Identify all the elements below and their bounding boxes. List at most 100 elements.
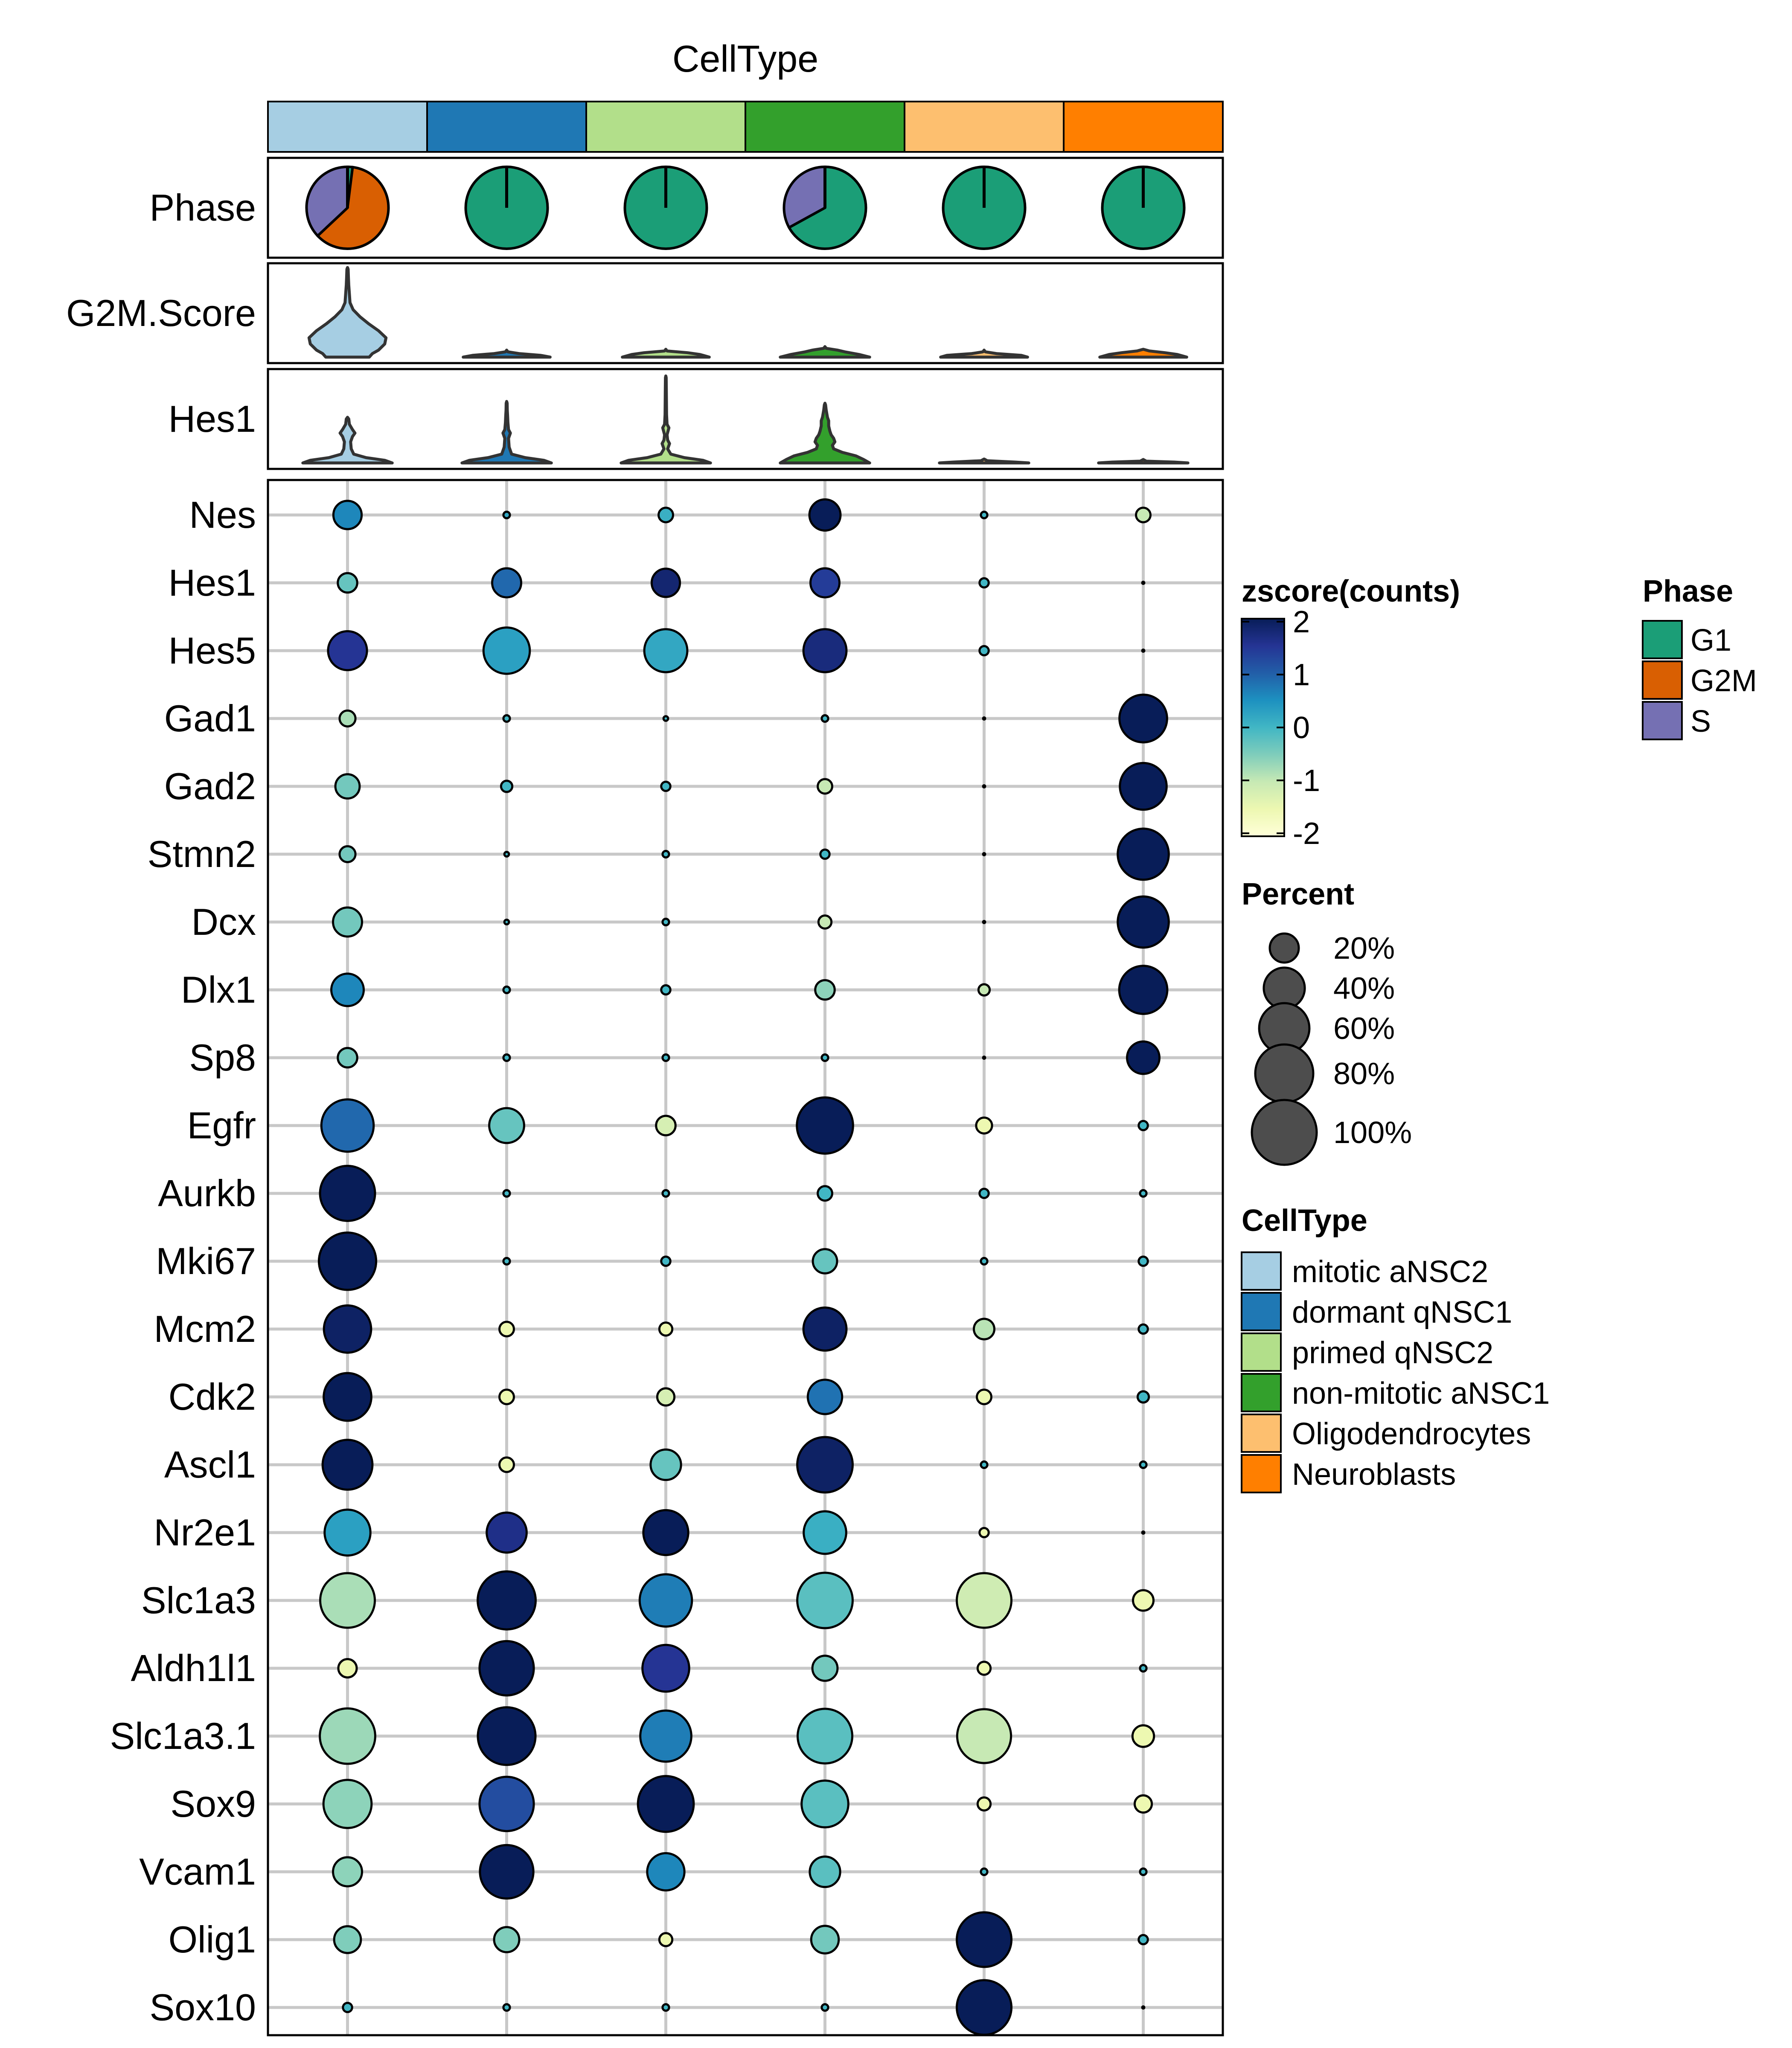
celltype-strip-cell — [267, 101, 428, 153]
gene-label: Nr2e1 — [154, 1511, 256, 1553]
dot — [502, 1053, 511, 1062]
gene-label: Sox10 — [149, 1986, 256, 2028]
dot — [1117, 895, 1170, 949]
phase-pie-slice — [316, 166, 390, 250]
violin-shape — [779, 401, 871, 465]
dot — [1139, 1189, 1148, 1198]
dot — [1132, 1589, 1155, 1612]
dot — [503, 851, 510, 858]
phase-legend-swatch — [1642, 660, 1683, 700]
dot — [980, 1460, 989, 1469]
dot — [976, 1388, 992, 1405]
dot — [493, 1926, 521, 1953]
dot — [955, 1911, 1013, 1968]
dot — [498, 1456, 515, 1473]
percent-legend-label: 40% — [1333, 972, 1395, 1006]
dot — [660, 984, 672, 996]
dot — [978, 577, 990, 589]
dot — [814, 979, 836, 1001]
phase-row-label: Phase — [149, 186, 256, 229]
dot — [820, 714, 829, 723]
percent-legend-label: 20% — [1333, 931, 1395, 966]
dot — [323, 1304, 372, 1354]
dot — [643, 628, 689, 673]
gene-label: Sox9 — [170, 1783, 256, 1825]
violin-shape — [938, 457, 1030, 465]
dot — [639, 1709, 692, 1763]
dot — [796, 1096, 854, 1155]
dot — [1133, 1794, 1153, 1814]
colorbar-tick-label: -2 — [1293, 817, 1320, 851]
dot — [1119, 762, 1168, 811]
celltype-strip-cell — [904, 101, 1065, 153]
dot — [980, 1867, 989, 1876]
dot — [817, 778, 833, 795]
violin-shape — [460, 400, 553, 465]
violin-shape — [301, 416, 394, 465]
dot — [982, 1056, 986, 1060]
dot — [820, 1053, 829, 1062]
dotplot-frame — [267, 479, 1224, 2036]
percent-legend-label: 60% — [1333, 1012, 1395, 1046]
dot — [319, 1572, 376, 1629]
gene-label: Ascl1 — [164, 1443, 256, 1486]
percent-legend-label: 80% — [1333, 1057, 1395, 1091]
dot — [976, 1661, 992, 1676]
dot — [338, 709, 357, 728]
dot — [498, 1321, 515, 1338]
colorbar-title: zscore(counts) — [1242, 574, 1460, 608]
dot — [802, 628, 848, 673]
gene-label: Hes1 — [169, 561, 256, 604]
dot — [982, 784, 986, 788]
dot — [661, 1189, 670, 1198]
dot — [491, 567, 522, 599]
dot — [980, 1257, 989, 1266]
gene-label: Nes — [189, 494, 256, 536]
gene-label: Dlx1 — [181, 969, 256, 1011]
dot — [1135, 506, 1152, 524]
dotplot-background — [268, 480, 1223, 2035]
dot — [477, 1706, 537, 1766]
dot — [661, 917, 670, 927]
dot — [1137, 1934, 1149, 1946]
dot — [333, 1925, 362, 1954]
dot — [482, 626, 531, 675]
dot — [488, 1107, 525, 1144]
violin-panel — [267, 368, 1224, 470]
dot — [502, 1257, 511, 1266]
violin-row-label: Hes1 — [169, 398, 256, 440]
gene-label: Olig1 — [169, 1918, 256, 1961]
dot — [817, 914, 833, 930]
dot — [982, 716, 986, 721]
dot — [649, 1448, 682, 1481]
dot — [978, 1187, 990, 1199]
dot — [498, 1388, 515, 1405]
violin-row-label: G2M.Score — [66, 292, 256, 334]
dot — [327, 630, 368, 672]
dot — [1117, 827, 1170, 881]
dot — [661, 849, 670, 859]
dot — [982, 852, 986, 856]
dot — [334, 773, 361, 800]
dot — [796, 1571, 854, 1629]
dot — [820, 2003, 829, 2012]
dot — [810, 1925, 840, 1955]
celltype-legend-label: Neuroblasts — [1292, 1457, 1456, 1492]
violin-shape — [620, 374, 712, 465]
gene-label: Hes5 — [169, 629, 256, 672]
celltype-legend-title: CellType — [1242, 1204, 1367, 1238]
gene-label: Sp8 — [189, 1036, 256, 1079]
phase-legend-label: G2M — [1690, 664, 1757, 698]
dot — [811, 1655, 839, 1682]
celltype-legend-label: mitotic aNSC2 — [1292, 1255, 1488, 1289]
phase-legend-swatch — [1642, 620, 1683, 659]
dot — [1131, 1724, 1155, 1748]
dot — [661, 1053, 670, 1062]
dot — [332, 500, 363, 530]
dot — [819, 848, 831, 860]
dot — [655, 1114, 677, 1137]
gene-label: Slc1a3.1 — [110, 1715, 256, 1757]
dot — [500, 780, 514, 793]
celltype-legend-swatch — [1241, 1373, 1282, 1412]
